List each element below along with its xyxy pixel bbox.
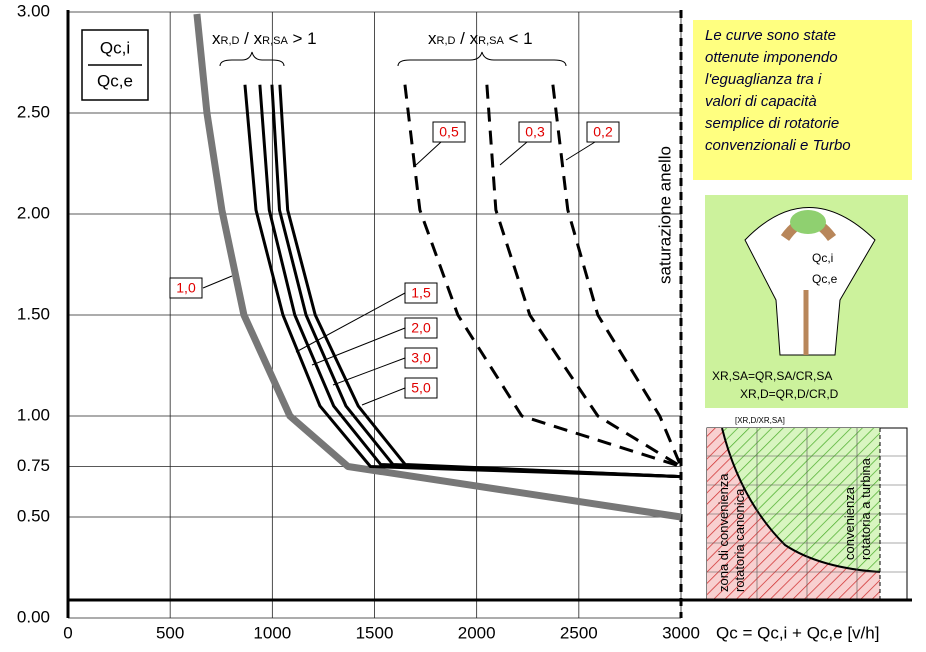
label-leader <box>361 387 406 406</box>
x-tick-label: 3000 <box>662 623 700 642</box>
inset-axis-label: [XR,D/XR,SA] <box>735 416 785 425</box>
y-label-bottom: Qc,e <box>97 71 133 90</box>
island <box>790 210 826 234</box>
series-line <box>278 84 682 479</box>
label-box <box>404 377 438 399</box>
series-line <box>551 84 683 468</box>
header-part: R,SA <box>262 35 288 47</box>
label-box <box>586 121 620 143</box>
header-part: < 1 <box>504 29 533 48</box>
inset-zone-label: convenienza <box>842 486 857 560</box>
x-tick-label: 2500 <box>560 623 598 642</box>
x-tick-label: 1500 <box>356 623 394 642</box>
y-tick-label: 1.00 <box>17 405 50 424</box>
saturation-label: saturazione anello <box>655 146 674 284</box>
legend-label: 5,0 <box>411 380 431 396</box>
label-box <box>518 121 552 143</box>
header-part: / x <box>455 29 478 48</box>
note-box <box>693 20 912 180</box>
note-line: ottenute imponendo <box>705 49 838 66</box>
inset-curve <box>721 427 881 573</box>
label-leader <box>565 141 596 161</box>
label-box <box>404 317 438 339</box>
label-box <box>404 347 438 369</box>
zone-canonical <box>707 428 880 600</box>
inset-zone-label: zona di convenienza <box>716 473 731 592</box>
y-label-top: Qc,i <box>100 38 130 57</box>
label-box <box>432 121 466 143</box>
legend-label: 1,0 <box>176 280 196 296</box>
y-tick-label: 0.00 <box>17 607 50 626</box>
header-left: xR,D / xR,SA > 1 <box>212 29 317 48</box>
x-tick-label: 500 <box>156 623 184 642</box>
header-part: x <box>212 29 221 48</box>
zone-turbo <box>722 428 880 572</box>
y-tick-label: 0.75 <box>17 456 50 475</box>
series-line <box>193 13 682 521</box>
brace <box>397 51 567 67</box>
legend-label: 2,0 <box>411 320 431 336</box>
header-part: R,D <box>437 35 456 47</box>
inset-zone-label: rotatoria canonica <box>732 488 747 592</box>
y-tick-label: 3.00 <box>17 1 50 20</box>
label-leader <box>499 141 528 166</box>
legend-label: 0,5 <box>439 124 459 140</box>
formula: XR,SA=QR,SA/CR,SA <box>712 369 832 383</box>
note-line: semplice di rotatorie <box>705 115 839 132</box>
label-leader <box>311 327 406 366</box>
label-leader <box>332 357 406 386</box>
note-line: valori di capacità <box>705 93 817 110</box>
y-tick-label: 2.50 <box>17 102 50 121</box>
y-tick-label: 1.50 <box>17 304 50 323</box>
flow-out: Qc,e <box>812 272 838 286</box>
inset-zone-label: rotatoria a turbina <box>858 457 873 560</box>
header-part: > 1 <box>288 29 317 48</box>
label-box <box>169 277 203 299</box>
x-axis-label: Qc = Qc,i + Qc,e [v/h] <box>716 623 879 642</box>
plot: 1,0 1,5 2,0 3,0 5,0 0,5 0,3 0,2 <box>169 13 683 521</box>
x-tick-label: 1000 <box>253 623 291 642</box>
flow-in: Qc,i <box>812 251 833 265</box>
note-line: l'eguaglianza tra i <box>705 71 822 88</box>
formula: XR,D=QR,D/CR,D <box>740 387 839 401</box>
legend-label: 3,0 <box>411 350 431 366</box>
x-tick-label: 2000 <box>458 623 496 642</box>
grid: 0.00 0.50 0.75 1.00 1.50 2.00 2.50 3.00 0 500 1000… <box>17 1 880 642</box>
legend-label: 0,3 <box>525 124 545 140</box>
note-line: convenzionali e Turbo <box>705 137 851 154</box>
legend-label: 0,2 <box>593 124 613 140</box>
x-tick-label: 0 <box>63 623 72 642</box>
label-leader <box>295 292 406 353</box>
y-tick-label: 0.50 <box>17 506 50 525</box>
note-line: Le curve sono state <box>705 27 836 44</box>
header-right: xR,D / xR,SA < 1 <box>428 29 533 48</box>
header-part: / x <box>239 29 262 48</box>
road <box>744 207 876 356</box>
legend-label: 1,5 <box>411 285 431 301</box>
series-line <box>243 84 682 479</box>
brace <box>219 51 285 67</box>
note: Le curve sono state ottenute imponendo l'e… <box>705 27 851 154</box>
series-line <box>403 84 682 468</box>
label-leader <box>415 141 442 166</box>
header-part: R,SA <box>478 35 504 47</box>
inset-grid <box>707 428 907 600</box>
series-line <box>258 84 682 479</box>
header-part: R,D <box>221 35 240 47</box>
label-leader <box>202 275 233 289</box>
y-tick-label: 2.00 <box>17 203 50 222</box>
label-box <box>404 282 438 304</box>
header-part: x <box>428 29 437 48</box>
series-line <box>485 84 682 468</box>
